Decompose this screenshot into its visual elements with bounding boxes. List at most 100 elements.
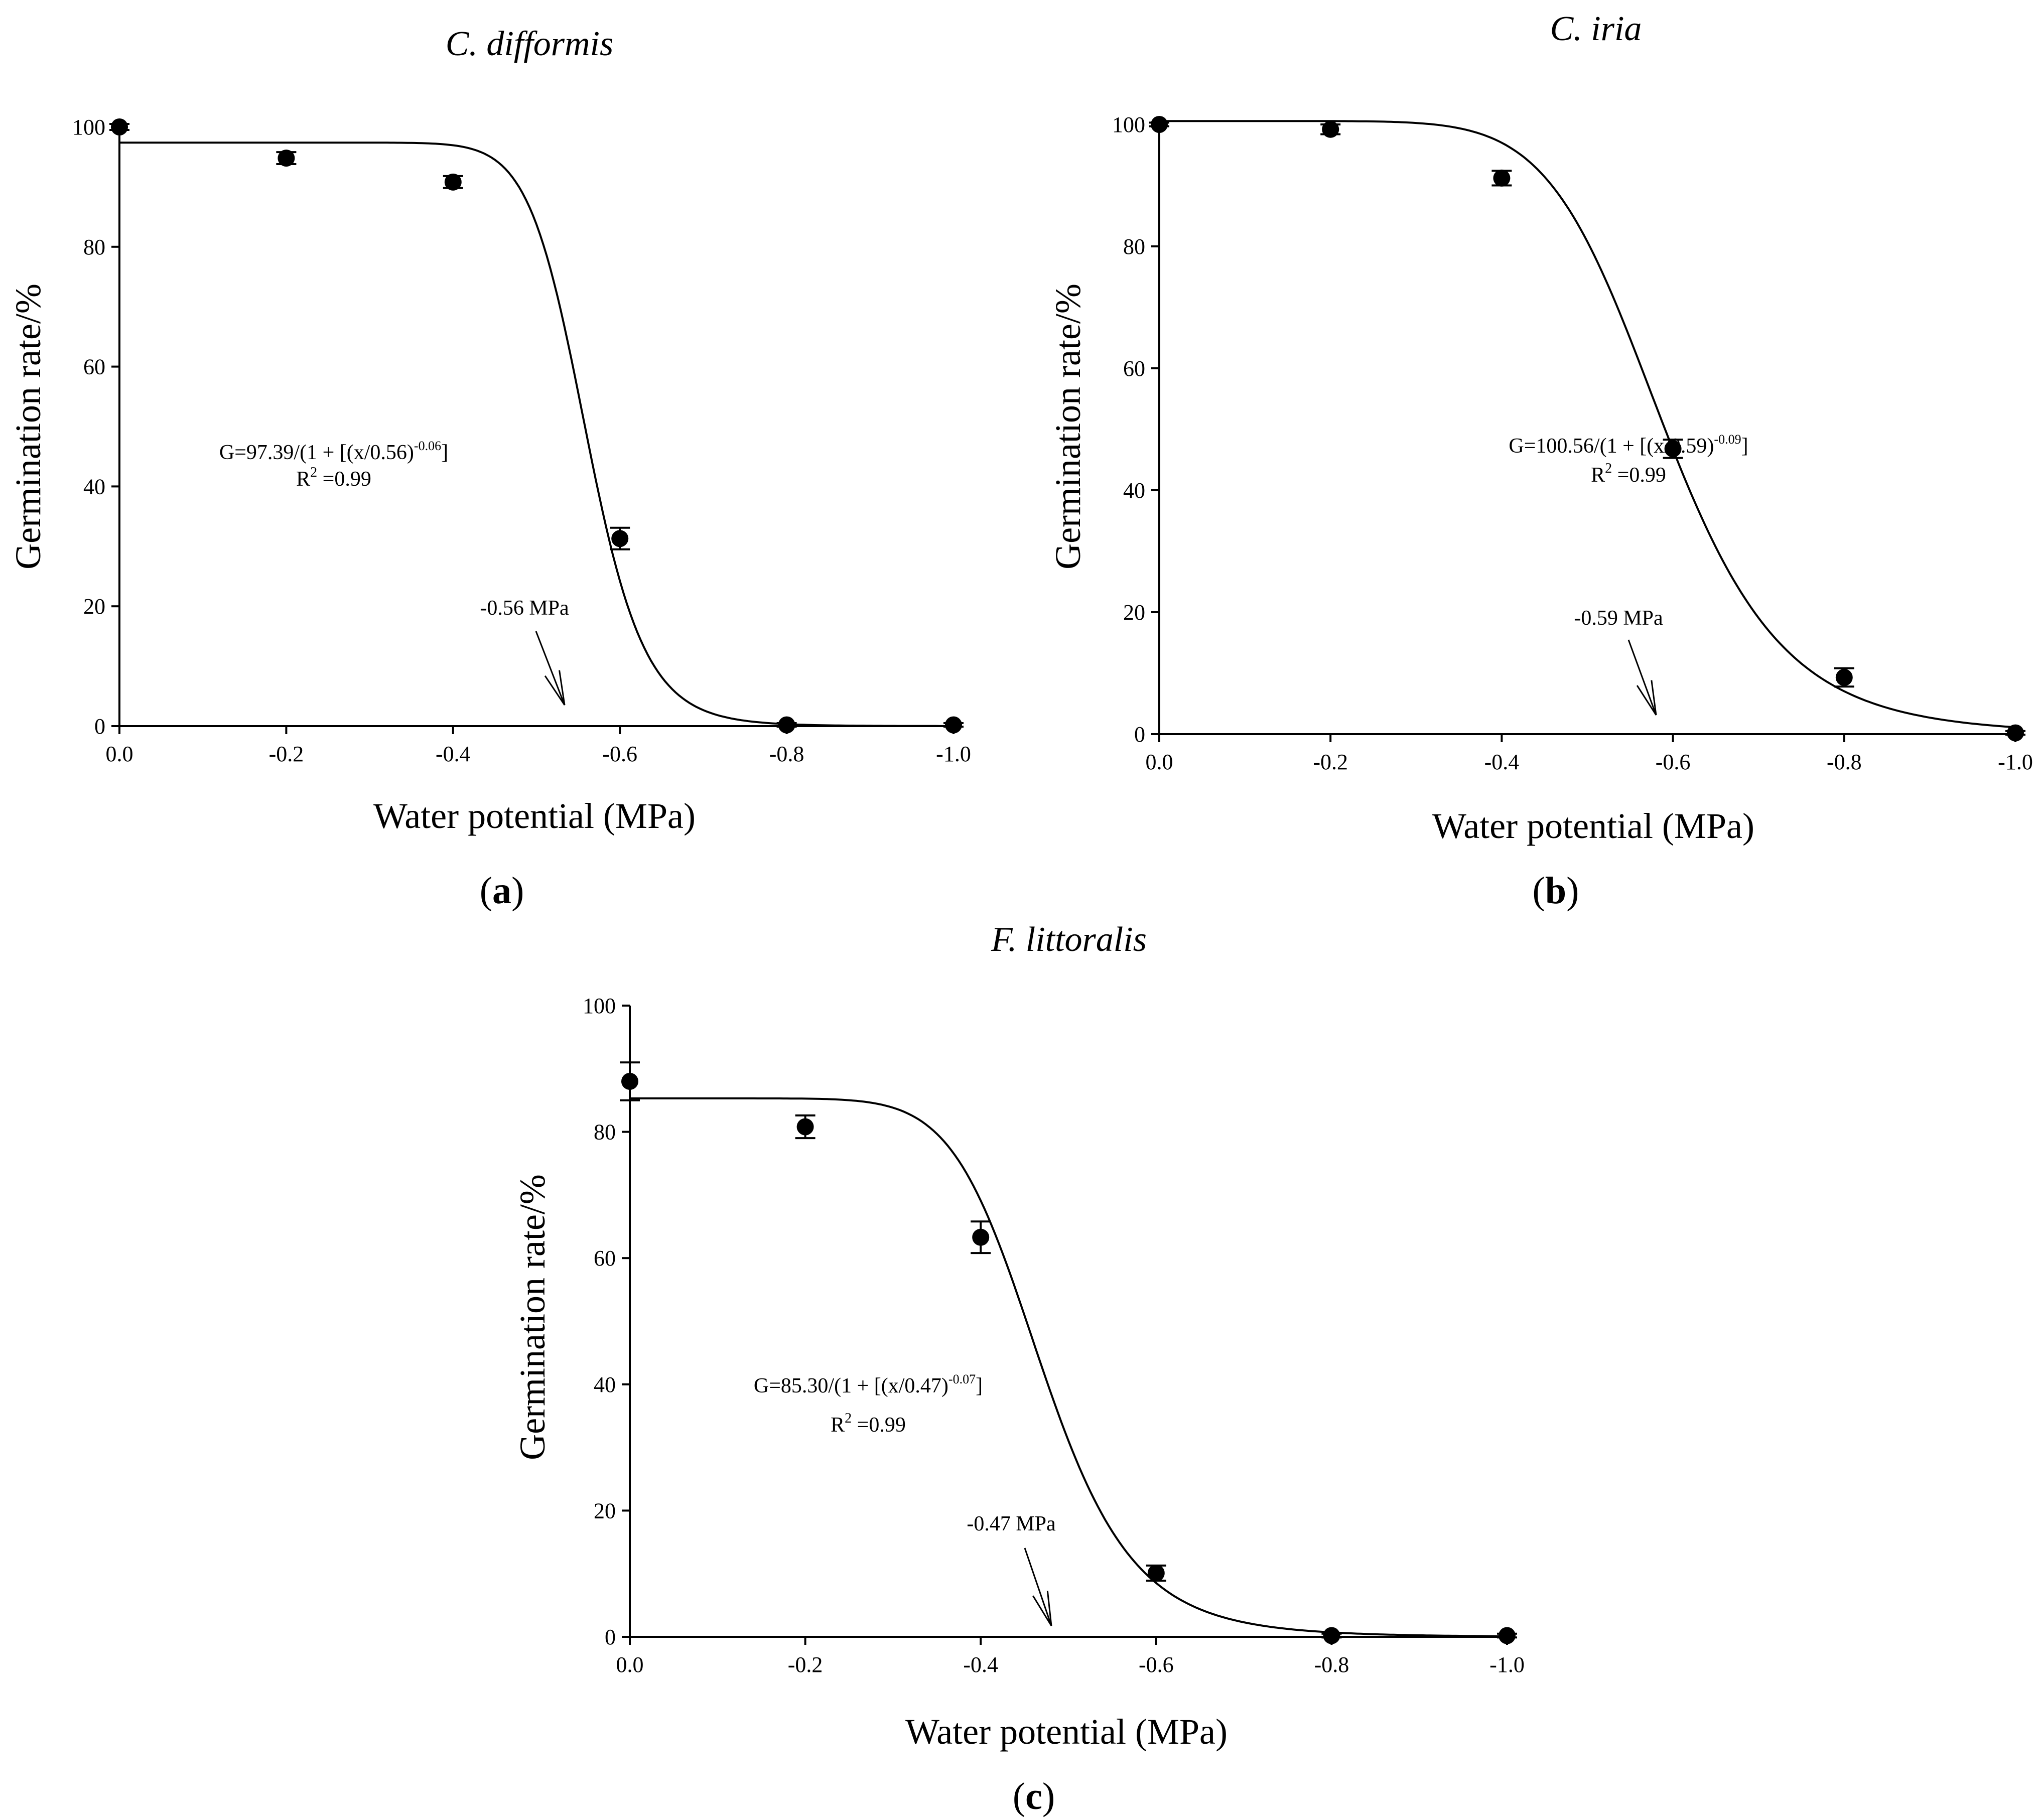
equation-close: ] [976,1374,983,1397]
y-axis-title: Germination rate/% [512,1174,553,1460]
x-tick-label: -0.8 [1314,1652,1349,1677]
data-point [278,150,295,167]
x-tick-label: 0.0 [1146,750,1173,774]
x-tick-label: -0.4 [1484,750,1520,774]
y-tick-label: 40 [83,474,105,499]
data-point [611,530,629,547]
equation-main: G=85.30/(1 + [(x/0.47) [754,1374,948,1397]
x-axis-title: Water potential (MPa) [1432,806,1754,846]
x-tick-label: -0.6 [1139,1652,1174,1677]
equation-text: G=85.30/(1 + [(x/0.47)-0.07] [754,1372,983,1397]
r-squared-prefix: R [1591,464,1605,487]
y-tick-label: 80 [594,1120,616,1145]
equation-main: G=100.56/(1 + [(x/0.59) [1509,435,1714,458]
data-point [444,173,462,191]
x-tick-label: -1.0 [1489,1652,1525,1677]
equation-text: G=97.39/(1 + [(x/0.56)-0.06] [219,439,448,464]
equation-close: ] [441,441,448,464]
y-tick-label: 100 [1112,112,1145,137]
y-tick-label: 20 [83,594,105,619]
annotation-arrow-head [1636,680,1657,716]
annotation-arrow-shaft [535,631,566,706]
x-tick-label: 0.0 [106,742,133,766]
r-squared-prefix: R [831,1414,845,1437]
fitted-curve [119,142,954,727]
data-point [945,716,962,734]
panel-label-close: ) [1566,870,1579,912]
y-tick-label: 60 [1123,356,1145,381]
panel-label-open: ( [1533,870,1545,912]
r-squared-prefix: R [296,468,310,491]
r-squared-value: =0.99 [1612,464,1666,487]
y-tick-label: 0 [605,1625,616,1649]
threshold-annotation: -0.59 MPa [1574,607,1663,630]
x-axis-title: Water potential (MPa) [905,1712,1228,1752]
chart-title: C. iria [1550,10,1642,48]
data-point [1322,120,1339,138]
panel-label-close: ) [1042,1775,1055,1817]
y-tick-label: 100 [583,994,616,1018]
panel-label: (b) [1533,870,1579,912]
y-tick-label: 80 [1123,234,1145,259]
y-tick-label: 0 [1134,722,1145,747]
x-tick-label: -1.0 [1998,750,2033,774]
data-point [1147,1564,1165,1582]
y-tick-label: 20 [1123,600,1145,625]
x-tick-label: -0.4 [436,742,471,766]
r-squared-sup: 2 [845,1411,852,1426]
y-tick-label: 40 [1123,478,1145,503]
chart-panel-c: F. littoralis 0.0 -0.2 -0.4 -0.6 -0.8 -1.0 0 20 4… [512,920,1525,1817]
equation-exponent: -0.07 [948,1372,976,1386]
r-squared-value: =0.99 [852,1414,906,1437]
data-point [1835,669,1853,686]
panel-label-close: ) [511,870,524,912]
data-point [1664,440,1682,458]
r-squared-sup: 2 [310,465,317,480]
x-tick-label: -0.6 [602,742,637,766]
y-tick-label: 100 [72,115,105,139]
data-point [1493,169,1511,187]
panel-label-letter: a [492,870,511,912]
equation-text: G=100.56/(1 + [(x/0.59)-0.09] [1509,432,1748,458]
x-tick-label: 0.0 [616,1652,644,1677]
x-tick-label: -0.2 [788,1652,823,1677]
annotation-arrow-head [544,670,566,706]
chart-title: F. littoralis [991,920,1147,959]
data-point [1323,1627,1340,1644]
data-point [2007,724,2024,742]
threshold-annotation: -0.47 MPa [967,1512,1056,1535]
r-squared-text: R2 =0.99 [296,465,371,491]
panel-label-letter: c [1025,1775,1042,1817]
x-tick-label: -0.8 [769,742,804,766]
data-point [1151,116,1168,133]
equation-close: ] [1741,435,1748,458]
data-point [1499,1627,1516,1644]
x-tick-label: -0.8 [1827,750,1862,774]
x-tick-label: -0.2 [1313,750,1348,774]
annotation-arrow-shaft [1627,639,1657,716]
data-point [778,716,795,734]
x-tick-label: -0.6 [1656,750,1691,774]
y-tick-label: 40 [594,1372,616,1397]
y-axis-title: Germination rate/% [1048,284,1088,570]
data-point [111,118,128,135]
y-tick-label: 80 [83,235,105,259]
y-tick-label: 60 [594,1246,616,1271]
x-tick-label: -0.4 [963,1652,998,1677]
annotation-arrow-head [1032,1591,1052,1626]
y-tick-label: 60 [83,355,105,379]
fitted-curve [630,1097,1507,1637]
panel-label-letter: b [1545,870,1566,912]
chart-panel-b: C. iria 0.0 -0.2 -0.4 -0.6 -0.8 -1.0 0 20 40 60 80 1… [1048,10,2033,912]
y-tick-label: 20 [594,1498,616,1523]
annotation-arrow-shaft [1024,1548,1052,1626]
r-squared-sup: 2 [1605,461,1612,476]
equation-main: G=97.39/(1 + [(x/0.56) [219,441,414,464]
panel-label-open: ( [480,870,492,912]
r-squared-text: R2 =0.99 [831,1411,906,1437]
r-squared-value: =0.99 [317,468,371,491]
y-axis-title: Germination rate/% [8,284,48,570]
panel-label: (a) [480,870,524,912]
fitted-curve [1159,120,2016,729]
